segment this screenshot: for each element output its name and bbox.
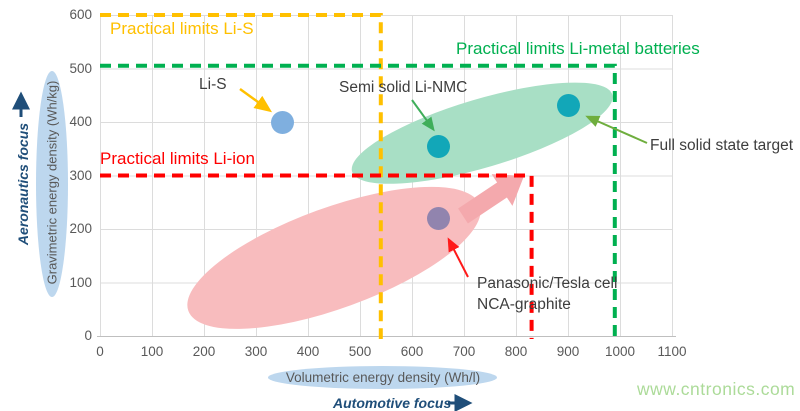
x-tick-600: 600 [400,344,424,359]
x-tick-0: 0 [96,344,104,359]
li-s-point-label: Li-S [199,76,227,93]
y-tick-500: 500 [69,60,92,76]
y-tick-300: 300 [69,167,92,183]
data-point-semi-solid-li-nmc [426,134,450,158]
limit-lines-layer [100,13,617,339]
panasonic-point-label: Panasonic/Tesla cell NCA-graphite [477,273,617,315]
x-axis-title: Volumetric energy density (Wh/l) [285,370,481,385]
x-tick-500: 500 [348,344,372,359]
panasonic-label-line2: NCA-graphite [477,296,571,313]
limit-box-practical-limits-li-metal-batteries [100,63,617,339]
x-tick-1100: 1100 [657,344,687,359]
annotation-arrows [12,87,648,411]
automotive-focus-label: Automotive focus [333,395,452,411]
panasonic-arrow [447,237,469,278]
data-point-panasonic-tesla-cell-nca-graphite [426,206,450,230]
x-tick-800: 800 [504,344,528,359]
x-tick-300: 300 [244,344,268,359]
aeronautics-focus-label: Aeronautics focus [15,122,31,246]
y-axis-title: Gravimetric energy density (Wh/kg) [44,80,60,285]
y-tick-200: 200 [69,221,92,236]
x-tick-700: 700 [452,344,476,359]
limit-box-practical-limits-li-s [100,13,383,339]
x-tick-200: 200 [192,344,216,359]
limit-label-li-s: Practical limits Li-S [110,19,254,38]
semi-solid-arrow [411,99,435,132]
limit-box-practical-limits-li-ion [100,173,534,339]
region-li-metal-cells [351,82,613,184]
watermark: www.cntronics.com [637,379,796,399]
y-axis-highlight-ellipse [36,71,68,297]
full-solid-point-label: Full solid state target [650,137,794,154]
y-tick-400: 400 [69,114,92,129]
panasonic-label-line1: Panasonic/Tesla cell [477,275,618,292]
semi-solid-point-label: Semi solid Li-NMC [339,79,468,96]
limit-label-li-ion: Practical limits Li-ion [100,149,255,168]
li-s-arrow [239,87,273,113]
x-tick-900: 900 [556,344,580,359]
full-solid-arrow [585,115,648,144]
solid-state-trend-arrow [458,174,524,224]
regions-layer [187,82,613,329]
x-tick-100: 100 [140,344,164,359]
data-point-full-solid-state-target [556,94,580,118]
x-tick-400: 400 [296,344,320,359]
x-axis-highlight-ellipse [268,366,497,389]
y-tick-0: 0 [84,328,92,343]
data-point-li-s [270,110,294,134]
x-tick-1000: 1000 [604,344,636,359]
y-tick-100: 100 [69,274,92,290]
x-axis-line [97,336,676,337]
region-li-ion-cells [187,186,481,329]
limit-label-li-metal: Practical limits Li-metal batteries [456,39,700,58]
y-tick-600: 600 [69,7,92,22]
